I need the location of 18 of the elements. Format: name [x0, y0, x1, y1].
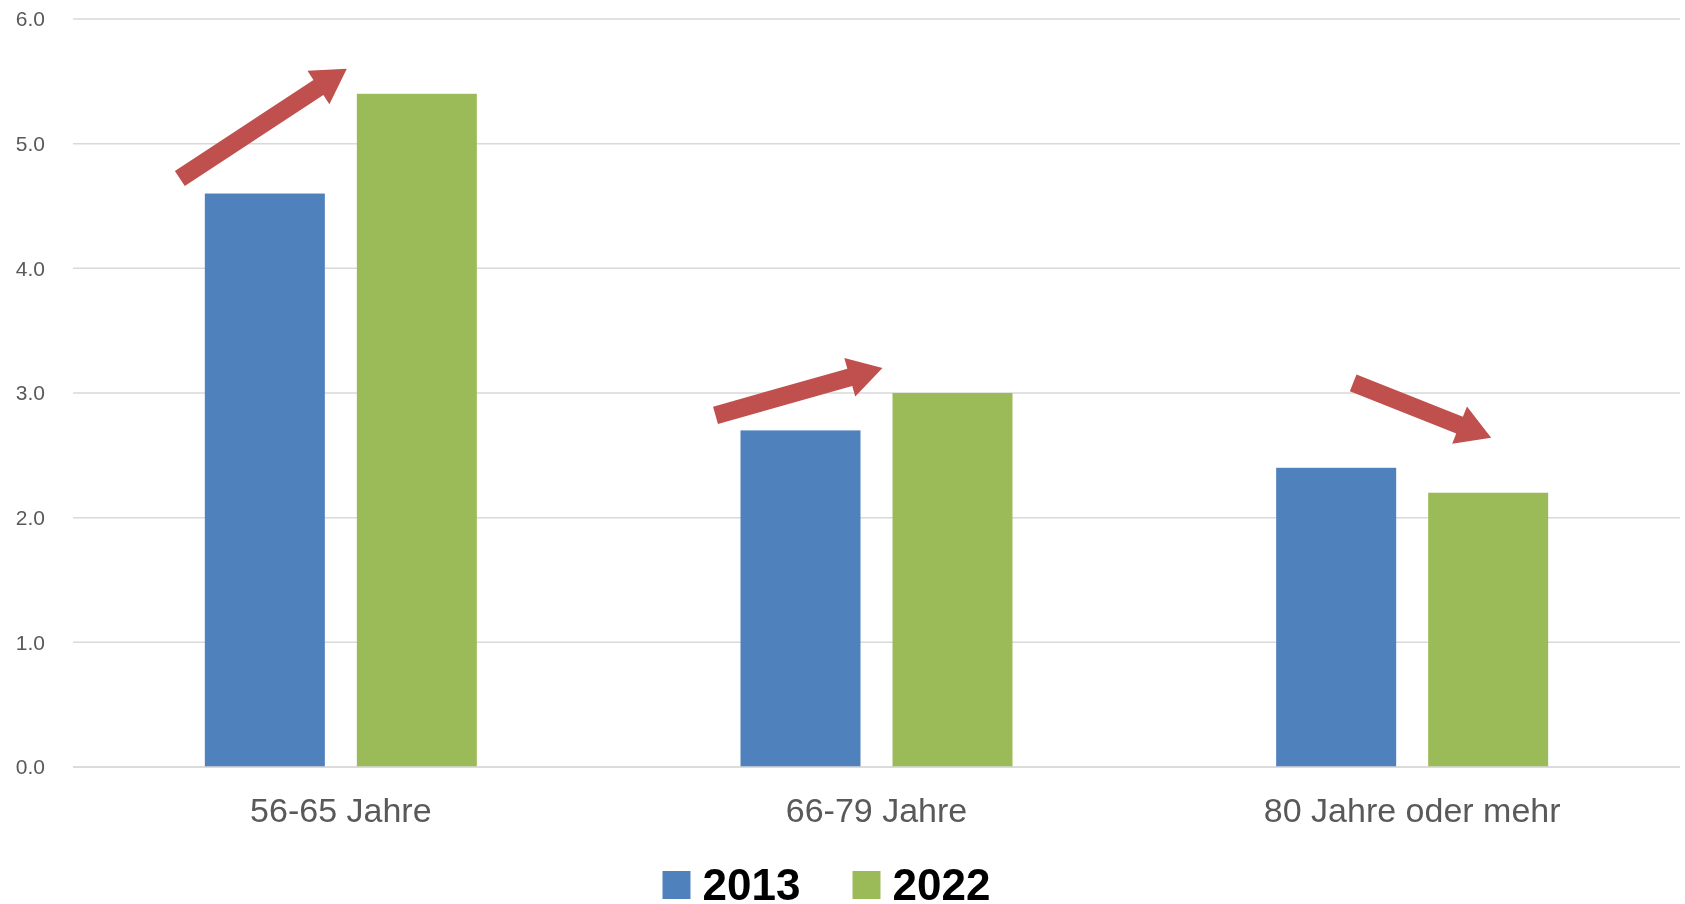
x-tick-label: 66-79 Jahre [785, 791, 968, 829]
y-tick-label: 5.0 [15, 132, 45, 156]
legend-label: 2013 [702, 860, 801, 904]
bar [1428, 492, 1549, 767]
bar [204, 193, 325, 767]
bar [1276, 467, 1397, 767]
x-tick-label: 80 Jahre oder mehr [1263, 791, 1561, 829]
bar [892, 393, 1013, 767]
bar [356, 93, 477, 767]
y-tick-label: 6.0 [15, 7, 45, 31]
y-tick-label: 4.0 [15, 256, 45, 280]
bar [740, 430, 861, 767]
legend-label: 2022 [892, 860, 991, 904]
y-tick-label: 1.0 [15, 630, 45, 654]
y-tick-label: 2.0 [15, 506, 45, 530]
x-tick-label: 56-65 Jahre [250, 791, 432, 829]
y-tick-label: 0.0 [15, 755, 45, 779]
y-tick-label: 3.0 [15, 381, 45, 405]
